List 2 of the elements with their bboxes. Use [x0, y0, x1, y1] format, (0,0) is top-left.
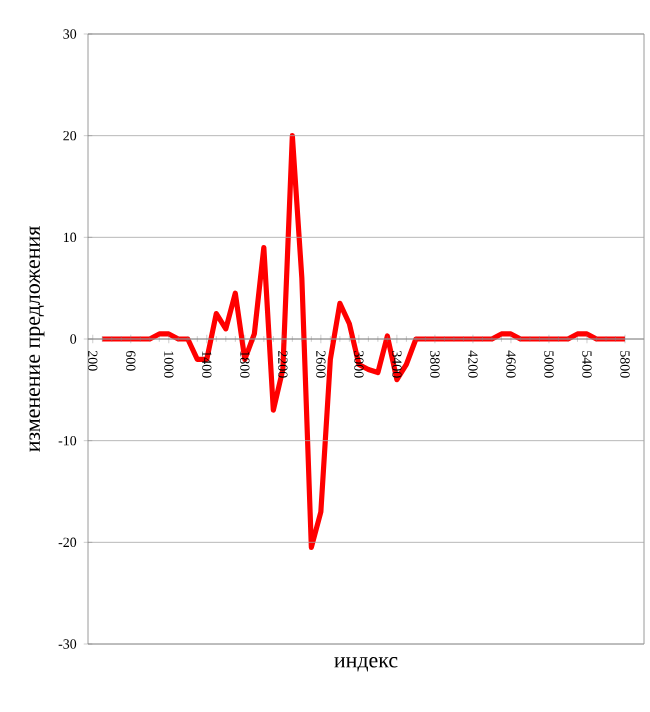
x-axis-title: индекс — [334, 657, 398, 672]
y-axis-title: изменение предложения — [29, 226, 45, 452]
